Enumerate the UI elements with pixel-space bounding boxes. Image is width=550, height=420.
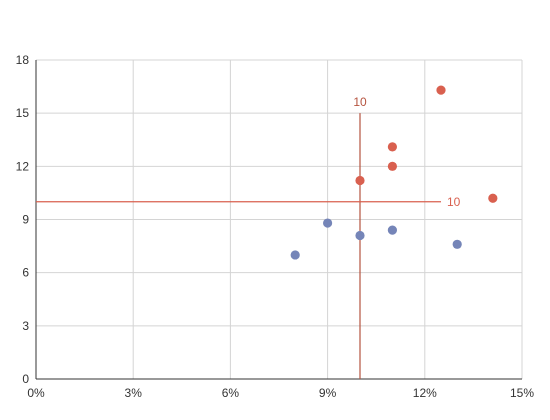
- y-tick-label: 3: [22, 319, 29, 333]
- scatter-point: [436, 85, 446, 95]
- axes: [35, 60, 522, 380]
- x-tick-label: 3%: [125, 386, 143, 400]
- scatter-point: [355, 230, 365, 241]
- y-tick-label: 15: [16, 106, 30, 120]
- y-tick-label: 9: [22, 213, 29, 227]
- scatter-point: [387, 161, 397, 171]
- x-tick-label: 0%: [27, 386, 45, 400]
- scatter-point: [387, 142, 397, 152]
- y-tick-label: 6: [22, 266, 29, 280]
- vertical-reference-label: 10: [353, 95, 367, 109]
- reference-lines: 10 10: [36, 95, 461, 379]
- x-tick-label: 12%: [413, 386, 437, 400]
- y-tick-label: 0: [22, 372, 29, 386]
- x-tick-label: 15%: [510, 386, 534, 400]
- grid-lines: [35, 59, 523, 380]
- y-tick-label: 18: [16, 53, 30, 67]
- scatter-point: [323, 218, 333, 228]
- horizontal-reference-label: 10: [447, 195, 461, 209]
- scatter-point: [452, 239, 462, 249]
- x-tick-label: 9%: [319, 386, 337, 400]
- x-tick-label: 6%: [222, 386, 240, 400]
- scatter-point: [290, 250, 300, 260]
- tick-labels: 0 3 6 9 12 15 18 0% 3% 6% 9% 12% 15%: [16, 53, 535, 400]
- scatter-point: [355, 175, 365, 186]
- y-tick-label: 12: [16, 159, 30, 173]
- scatter-point: [488, 193, 498, 203]
- scatter-point: [387, 225, 397, 235]
- data-points: [290, 85, 498, 260]
